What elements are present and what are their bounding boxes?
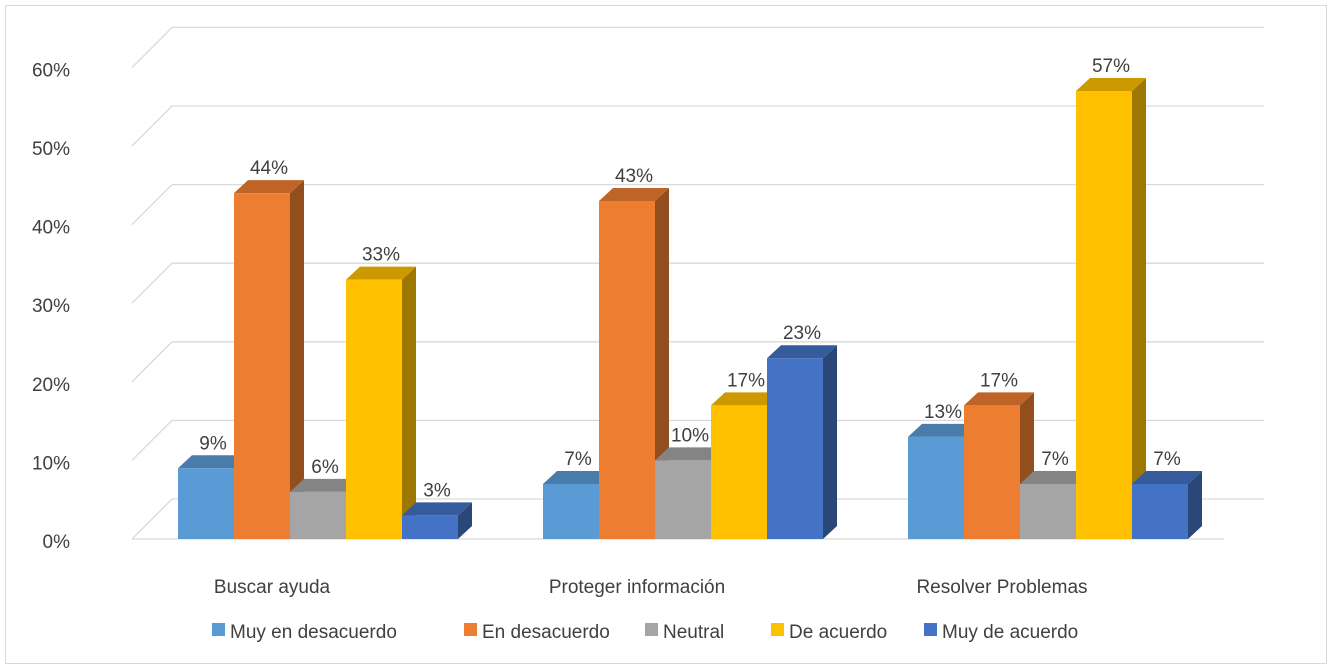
legend-swatch[interactable]	[464, 623, 477, 636]
bar[interactable]	[178, 468, 234, 539]
bar-top	[346, 266, 416, 280]
bar-top	[655, 447, 725, 461]
legend-label[interactable]: Muy en desacuerdo	[230, 622, 397, 643]
legend-label[interactable]: Neutral	[663, 622, 724, 643]
data-label: 57%	[1092, 56, 1130, 77]
bar[interactable]	[711, 405, 767, 539]
legend-label[interactable]: En desacuerdo	[482, 622, 610, 643]
bar-top	[234, 180, 304, 194]
bar-side	[290, 180, 304, 539]
data-label: 7%	[1153, 449, 1181, 470]
gridline-diagonal	[131, 262, 173, 304]
bar[interactable]	[655, 460, 711, 539]
data-label: 9%	[199, 433, 227, 454]
legend-swatch[interactable]	[924, 623, 937, 636]
data-label: 7%	[564, 449, 592, 470]
category-label: Resolver Problemas	[916, 577, 1087, 598]
y-tick-label: 20%	[32, 375, 70, 396]
bar-side	[402, 266, 416, 539]
y-tick-label: 30%	[32, 296, 70, 317]
bar[interactable]	[767, 358, 823, 539]
gridline-diagonal	[131, 419, 173, 461]
y-tick-label: 10%	[32, 453, 70, 474]
y-tick-label: 50%	[32, 139, 70, 160]
bar[interactable]	[402, 515, 458, 539]
data-label: 43%	[615, 166, 653, 187]
gridline-diagonal	[131, 105, 173, 147]
bar[interactable]	[290, 491, 346, 539]
clustered-3d-bar-chart: 0% 10% 20% 30% 40% 50% 60% 9% 44% 6% 33% 3% 7% 43% 10%…	[32, 26, 1264, 643]
bar-top	[290, 478, 360, 492]
data-label: 33%	[362, 245, 400, 266]
data-label: 7%	[1041, 449, 1069, 470]
bar[interactable]	[964, 405, 1020, 539]
bar-top	[1020, 470, 1090, 484]
bar-top	[767, 345, 837, 359]
gridline-diagonal	[131, 184, 173, 226]
gridline-diagonal	[131, 26, 173, 68]
bar-top	[908, 423, 978, 437]
data-label: 10%	[671, 425, 709, 446]
data-label: 44%	[250, 158, 288, 179]
gridline-diagonal	[131, 341, 173, 383]
y-tick-label: 60%	[32, 60, 70, 81]
bar-top	[1076, 77, 1146, 91]
bar-side	[1188, 470, 1202, 539]
data-label: 17%	[727, 370, 765, 391]
bar-top	[1132, 470, 1202, 484]
data-label: 13%	[924, 402, 962, 423]
bar-top	[599, 188, 669, 202]
legend-label[interactable]: De acuerdo	[789, 622, 887, 643]
bar-top	[402, 502, 472, 516]
bar-top	[178, 455, 248, 469]
y-tick-label: 40%	[32, 218, 70, 239]
legend-swatch[interactable]	[645, 623, 658, 636]
legend-label[interactable]: Muy de acuerdo	[942, 622, 1078, 643]
bar[interactable]	[543, 483, 599, 539]
bar[interactable]	[1076, 90, 1132, 539]
bar[interactable]	[234, 193, 290, 539]
bar-top	[711, 392, 781, 406]
data-label: 6%	[311, 457, 339, 478]
bar-top	[964, 392, 1034, 406]
bar[interactable]	[346, 279, 402, 539]
bar-side	[1132, 77, 1146, 539]
bar[interactable]	[599, 201, 655, 539]
data-label: 23%	[783, 323, 821, 344]
legend-swatch[interactable]	[212, 623, 225, 636]
bar[interactable]	[1132, 483, 1188, 539]
bar-side	[458, 502, 472, 539]
legend-swatch[interactable]	[771, 623, 784, 636]
y-tick-label: 0%	[43, 532, 71, 553]
category-label: Buscar ayuda	[214, 577, 331, 598]
gridline-diagonal	[131, 498, 173, 540]
bar[interactable]	[1020, 483, 1076, 539]
data-label: 17%	[980, 370, 1018, 391]
bar[interactable]	[908, 436, 964, 539]
data-label: 3%	[423, 480, 451, 501]
chart-frame: 0% 10% 20% 30% 40% 50% 60% 9% 44% 6% 33% 3% 7% 43% 10%…	[5, 5, 1327, 664]
bar-top	[543, 470, 613, 484]
bar-side	[823, 345, 837, 539]
category-label: Proteger información	[549, 577, 725, 598]
